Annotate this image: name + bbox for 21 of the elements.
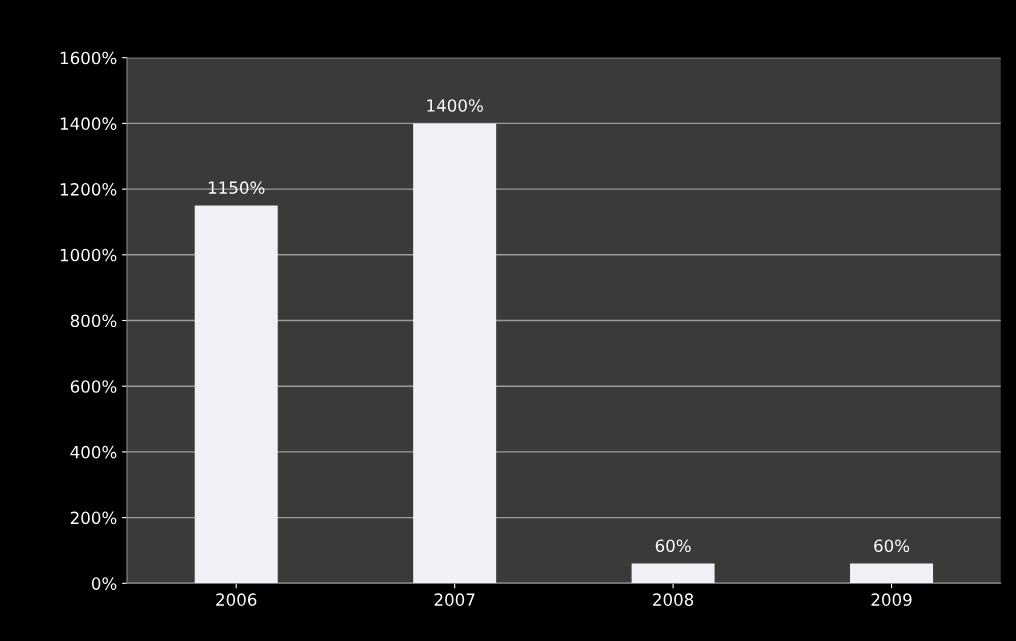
data-label: 60% xyxy=(655,539,691,553)
bar xyxy=(850,563,934,584)
y-tick-label: 400% xyxy=(70,445,117,459)
y-tick-label: 800% xyxy=(70,314,117,328)
x-tick-label: 2007 xyxy=(434,593,475,606)
x-tick-label: 2009 xyxy=(871,593,912,606)
y-tick-label: 1000% xyxy=(60,248,117,262)
data-label: 1400% xyxy=(427,99,483,112)
y-tick-label: 200% xyxy=(70,511,117,525)
y-tick-label: 1600% xyxy=(60,51,117,65)
data-label: 1150% xyxy=(208,181,265,194)
x-tick-label: 2006 xyxy=(216,593,257,606)
y-tick-label: 1400% xyxy=(60,117,117,130)
bar xyxy=(194,205,278,584)
bar xyxy=(413,123,497,584)
x-tick-label: 2008 xyxy=(653,593,694,606)
data-label: 60% xyxy=(874,539,910,553)
y-tick-label: 0% xyxy=(91,577,117,590)
y-tick-label: 1200% xyxy=(60,183,117,196)
bar xyxy=(631,563,715,584)
y-tick-label: 600% xyxy=(70,380,117,393)
